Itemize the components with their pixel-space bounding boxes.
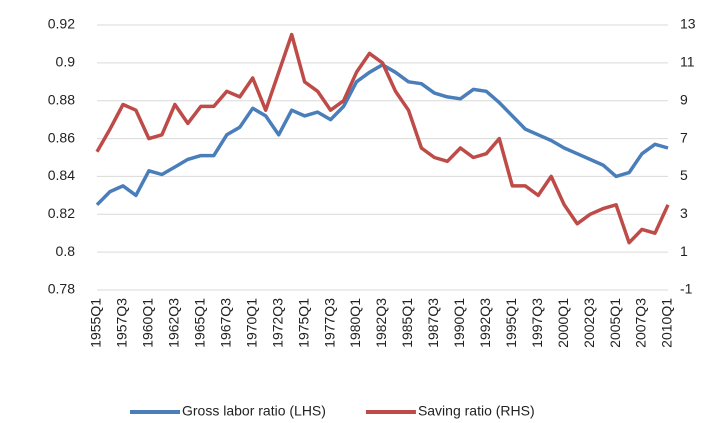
x-tick-label: 1972Q3 xyxy=(269,298,285,348)
y2-tick-label: 5 xyxy=(680,167,688,183)
x-tick-label: 1987Q3 xyxy=(425,298,441,348)
y2-tick-label: 7 xyxy=(680,129,688,145)
series-line xyxy=(95,32,670,245)
x-tick-label: 1970Q1 xyxy=(243,298,259,348)
x-tick-label: 1965Q1 xyxy=(192,298,208,348)
y2-tick-label: -1 xyxy=(680,281,693,297)
x-tick-label: 1980Q1 xyxy=(347,298,363,348)
x-tick-label: 1977Q3 xyxy=(321,298,337,348)
x-tick-label: 2005Q1 xyxy=(607,298,623,348)
x-tick-label: 1955Q1 xyxy=(88,298,104,348)
y2-tick-label: 3 xyxy=(680,205,688,221)
y-tick-label: 0.8 xyxy=(56,243,76,259)
x-tick-label: 1982Q3 xyxy=(373,298,389,348)
x-tick-label: 1990Q1 xyxy=(451,298,467,348)
series-line xyxy=(95,63,669,207)
x-tick-label: 1962Q3 xyxy=(166,298,182,348)
y-tick-label: 0.9 xyxy=(56,54,76,70)
x-tick-label: 1995Q1 xyxy=(503,298,519,348)
x-tick-label: 1957Q3 xyxy=(114,298,130,348)
x-tick-label: 1960Q1 xyxy=(140,298,156,348)
y-tick-label: 0.88 xyxy=(48,91,75,107)
y2-tick-label: 9 xyxy=(680,91,688,107)
y-tick-label: 0.86 xyxy=(48,129,75,145)
legend-label: Gross labor ratio (LHS) xyxy=(182,403,326,419)
x-tick-label: 2007Q3 xyxy=(633,298,649,348)
x-tick-label: 2010Q1 xyxy=(659,298,675,348)
x-tick-label: 1992Q3 xyxy=(477,298,493,348)
y2-tick-label: 13 xyxy=(680,16,696,32)
legend-label: Saving ratio (RHS) xyxy=(418,403,535,419)
x-tick-label: 2000Q1 xyxy=(555,298,571,348)
x-tick-label: 1985Q1 xyxy=(399,298,415,348)
y-tick-label: 0.84 xyxy=(48,167,75,183)
y2-tick-label: 1 xyxy=(680,243,688,259)
x-tick-label: 1975Q1 xyxy=(295,298,311,348)
x-tick-label: 1967Q3 xyxy=(217,298,233,348)
y-tick-label: 0.92 xyxy=(48,16,75,32)
x-tick-label: 1997Q3 xyxy=(529,298,545,348)
y2-tick-label: 11 xyxy=(680,54,695,70)
y-tick-label: 0.82 xyxy=(48,205,75,221)
y-tick-label: 0.78 xyxy=(48,281,75,297)
x-tick-label: 2002Q3 xyxy=(581,298,597,348)
